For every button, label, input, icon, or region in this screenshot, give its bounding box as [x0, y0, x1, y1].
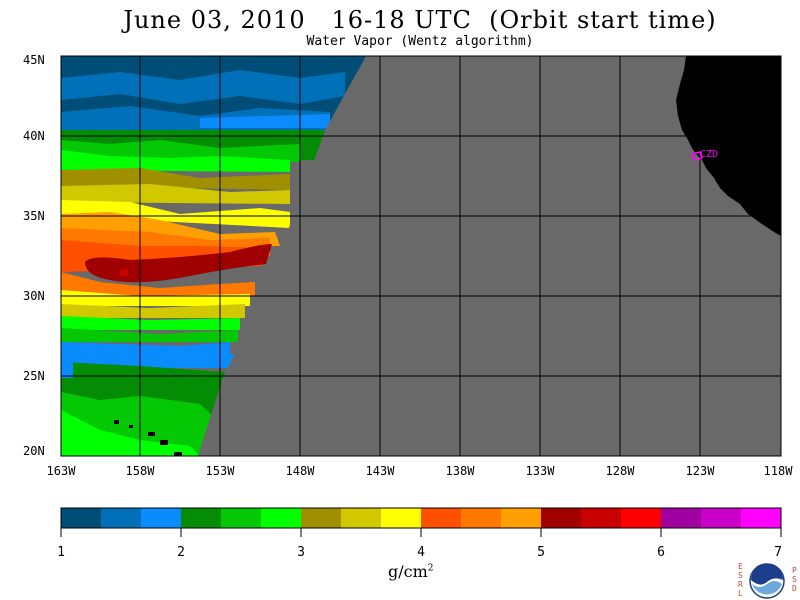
lat-label: 25N: [23, 369, 45, 383]
colorbar-unit: g/cm2: [388, 562, 434, 581]
colorbar-swatch: [301, 508, 342, 528]
lon-label: 158W: [126, 464, 156, 478]
colorbar-tick-label: 2: [177, 545, 185, 560]
lon-label: 153W: [206, 464, 236, 478]
colorbar-swatch: [61, 508, 102, 528]
colorbar-swatch: [221, 508, 262, 528]
colorbar-swatch: [581, 508, 622, 528]
lon-label: 133W: [526, 464, 556, 478]
colorbar-swatch: [661, 508, 702, 528]
colorbar-ticks: [60, 528, 782, 537]
logo-center-text: NOAA: [762, 566, 773, 570]
lon-label: 118W: [764, 464, 794, 478]
station-label: CZD: [700, 149, 718, 160]
logo-letter: P: [792, 566, 797, 575]
colorbar-swatch: [101, 508, 142, 528]
lon-label: 143W: [366, 464, 396, 478]
colorbar-tick-label: 1: [57, 545, 65, 560]
lat-label: 40N: [23, 129, 45, 143]
lat-label: 35N: [23, 209, 45, 223]
logo-letter: E: [738, 562, 743, 571]
lon-label: 148W: [286, 464, 316, 478]
lon-label: 128W: [606, 464, 636, 478]
noaa-logo: E S R L P S D NOAA: [734, 560, 800, 600]
logo-letter: R: [738, 580, 743, 589]
chart-title: June 03, 2010 16-18 UTC (Orbit start tim…: [123, 6, 717, 34]
land-mass: [676, 56, 781, 236]
colorbar-swatch: [541, 508, 582, 528]
colorbar: [61, 508, 782, 528]
logo-letter: L: [738, 589, 743, 598]
orbit-edge-nodata: [198, 56, 781, 456]
colorbar-swatch: [341, 508, 382, 528]
lat-label: 30N: [23, 289, 45, 303]
map-area: [61, 56, 781, 456]
logo-letter: D: [792, 584, 797, 593]
graticule: [61, 56, 781, 456]
colorbar-tick-label: 5: [537, 545, 545, 560]
map-frame: [60, 55, 782, 457]
lon-label: 138W: [446, 464, 476, 478]
logo-letter: S: [792, 575, 797, 584]
latitude-labels: 45N 40N 35N 30N 25N 20N: [23, 53, 45, 458]
lon-label: 163W: [47, 464, 77, 478]
colorbar-swatch: [261, 508, 302, 528]
chart-subtitle: Water Vapor (Wentz algorithm): [306, 34, 534, 49]
hawaiian-islands: [114, 420, 182, 456]
colorbar-swatch: [501, 508, 542, 528]
colorbar-swatch: [461, 508, 502, 528]
colorbar-swatch: [741, 508, 782, 528]
colorbar-swatch: [381, 508, 422, 528]
colorbar-swatch: [141, 508, 182, 528]
lat-label: 45N: [23, 53, 45, 67]
colorbar-swatch: [701, 508, 742, 528]
colorbar-tick-label: 6: [657, 545, 665, 560]
longitude-labels: 163W 158W 153W 148W 143W 138W 133W 128W …: [47, 464, 794, 478]
colorbar-labels: 1 2 3 4 5 6 7: [57, 545, 782, 560]
colorbar-swatch: [181, 508, 222, 528]
lon-label: 123W: [686, 464, 716, 478]
colorbar-tick-label: 4: [417, 545, 425, 560]
station-marker-czd: CZD: [691, 149, 718, 161]
lat-label: 20N: [23, 444, 45, 458]
colorbar-swatch: [621, 508, 662, 528]
colorbar-tick-label: 3: [297, 545, 305, 560]
colorbar-swatch: [421, 508, 462, 528]
logo-letter: S: [738, 571, 743, 580]
colorbar-tick-label: 7: [774, 545, 782, 560]
